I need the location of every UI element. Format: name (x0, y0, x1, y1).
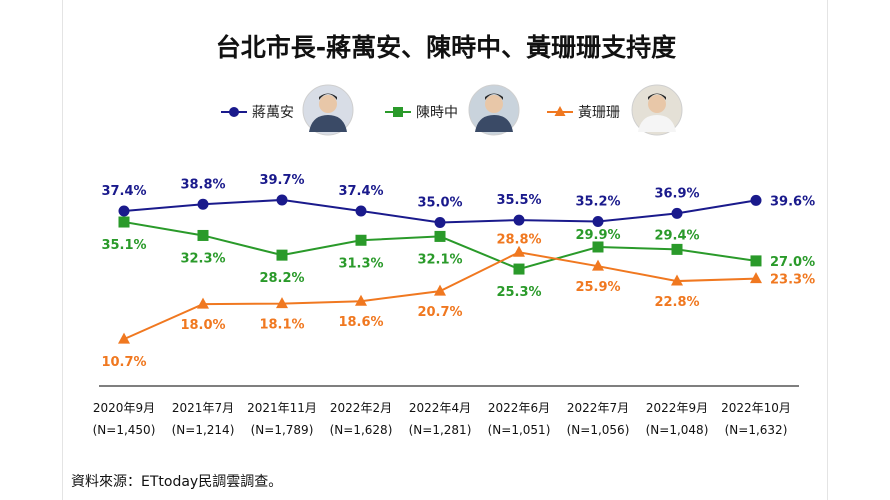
point-chiang-2 (276, 194, 288, 206)
legend-label-chen: 陳時中 (416, 105, 458, 121)
point-chen-6 (592, 241, 604, 253)
legend-label-chiang: 蔣萬安 (252, 105, 294, 121)
data-label-chiang-1: 38.8% (180, 177, 225, 192)
x-sample-size-6: (N=1,056) (567, 423, 630, 437)
point-huang-7 (671, 274, 683, 286)
x-tick-label-8: 2022年10月 (721, 401, 791, 415)
point-chiang-7 (671, 207, 683, 219)
x-sample-size-0: (N=1,450) (93, 423, 156, 437)
x-tick-label-6: 2022年7月 (567, 401, 629, 415)
data-label-chiang-5: 35.5% (496, 193, 541, 208)
point-chen-8 (750, 255, 762, 267)
data-label-chiang-6: 35.2% (575, 195, 620, 210)
point-chen-3 (355, 234, 367, 246)
x-tick-label-1: 2021年7月 (172, 401, 234, 415)
x-tick-label-2: 2021年11月 (247, 401, 317, 415)
point-chen-5 (513, 263, 525, 275)
x-sample-size-8: (N=1,632) (725, 423, 788, 437)
x-sample-size-5: (N=1,051) (488, 423, 551, 437)
point-huang-2 (276, 297, 288, 309)
x-sample-size-7: (N=1,048) (646, 423, 709, 437)
data-label-huang-5: 28.8% (496, 232, 541, 247)
data-label-huang-1: 18.0% (180, 318, 225, 333)
data-label-chiang-8: 39.6% (770, 194, 815, 209)
point-chen-1 (197, 229, 209, 241)
legend-marker-chiang (229, 107, 239, 117)
avatar-chiang (302, 84, 354, 136)
data-label-chiang-7: 36.9% (654, 186, 699, 201)
x-tick-label-7: 2022年9月 (646, 401, 708, 415)
point-huang-0 (118, 332, 130, 344)
point-chiang-0 (118, 205, 130, 217)
data-label-huang-3: 18.6% (338, 315, 383, 330)
data-label-chen-6: 29.9% (575, 228, 620, 243)
plot-area: 37.4% 38.8% 39.7% 37.4% 35.0% 35.5% 35.2% 36.9%… (101, 173, 815, 370)
data-label-chen-5: 25.3% (496, 285, 541, 300)
point-huang-3 (355, 294, 367, 306)
avatar-chen (468, 84, 520, 136)
data-label-chen-1: 32.3% (180, 251, 225, 266)
data-label-chen-7: 29.4% (654, 228, 699, 243)
x-axis-labels: 2020年9月 (N=1,450) 2021年7月 (N=1,214) 2021年11月… (93, 401, 791, 437)
x-sample-size-4: (N=1,281) (409, 423, 472, 437)
data-label-chen-2: 28.2% (259, 271, 304, 286)
legend-marker-huang (554, 106, 566, 116)
data-label-chiang-2: 39.7% (259, 173, 304, 188)
point-chiang-6 (592, 216, 604, 228)
data-label-chiang-4: 35.0% (417, 196, 462, 211)
x-tick-label-5: 2022年6月 (488, 401, 550, 415)
point-huang-8 (750, 272, 762, 284)
legend-marker-chen (393, 107, 403, 117)
x-tick-label-0: 2020年9月 (93, 401, 155, 415)
point-chen-4 (434, 230, 446, 242)
data-label-huang-0: 10.7% (101, 355, 146, 370)
x-sample-size-1: (N=1,214) (172, 423, 235, 437)
data-label-chen-0: 35.1% (101, 238, 146, 253)
support-line-chart: 台北市長-蔣萬安、陳時中、黃珊珊支持度 蔣萬安 陳時中 黃珊珊 37.4% 38.8%… (71, 33, 815, 490)
point-huang-4 (434, 284, 446, 296)
point-chiang-1 (197, 198, 209, 210)
data-label-huang-6: 25.9% (575, 280, 620, 295)
point-chiang-5 (513, 214, 525, 226)
point-huang-5 (513, 245, 525, 257)
point-chiang-3 (355, 205, 367, 217)
data-label-chen-8: 27.0% (770, 255, 815, 270)
point-huang-1 (197, 297, 209, 309)
legend-label-huang: 黃珊珊 (578, 105, 620, 121)
point-chen-0 (118, 216, 130, 228)
x-sample-size-3: (N=1,628) (330, 423, 393, 437)
data-label-chiang-0: 37.4% (101, 184, 146, 199)
chart-frame: 台北市長-蔣萬安、陳時中、黃珊珊支持度 蔣萬安 陳時中 黃珊珊 37.4% 38.8%… (62, 0, 828, 500)
data-label-chen-4: 32.1% (417, 252, 462, 267)
point-chen-7 (671, 243, 683, 255)
point-huang-6 (592, 259, 604, 271)
data-label-chen-3: 31.3% (338, 256, 383, 271)
data-label-huang-2: 18.1% (259, 318, 304, 333)
data-label-huang-4: 20.7% (417, 305, 462, 320)
point-chiang-8 (750, 194, 762, 206)
chart-title: 台北市長-蔣萬安、陳時中、黃珊珊支持度 (216, 33, 676, 62)
data-label-chiang-3: 37.4% (338, 184, 383, 199)
data-label-huang-8: 23.3% (770, 273, 815, 288)
x-sample-size-2: (N=1,789) (251, 423, 314, 437)
x-tick-label-3: 2022年2月 (330, 401, 392, 415)
point-chiang-4 (434, 217, 446, 228)
data-label-huang-7: 22.8% (654, 295, 699, 310)
source-note: 資料來源：ETtoday民調雲調查。 (71, 474, 282, 490)
point-chen-2 (276, 249, 288, 261)
avatar-huang (631, 84, 683, 136)
legend: 蔣萬安 陳時中 黃珊珊 (221, 84, 683, 136)
x-tick-label-4: 2022年4月 (409, 401, 471, 415)
